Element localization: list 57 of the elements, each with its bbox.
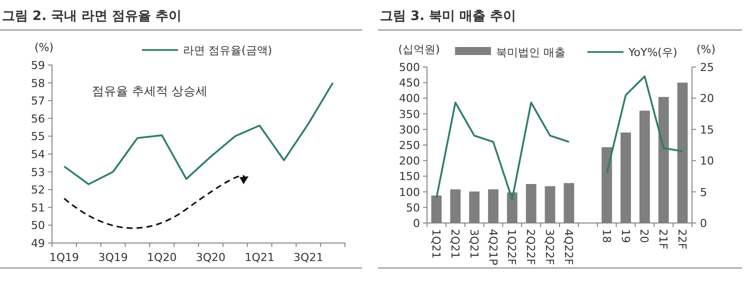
x-tick-label: 3Q21 (294, 251, 324, 264)
y-tick-label: 250 (399, 139, 420, 152)
y-tick-label: 56 (31, 112, 45, 126)
x-tick-label: 3Q22F (543, 229, 556, 265)
y2-tick-label: 10 (700, 154, 714, 168)
x-tick-label: 2Q22F (524, 229, 538, 265)
y-tick-label: 51 (31, 201, 45, 214)
y2-tick-label: 15 (700, 123, 714, 136)
y2-tick-label: 25 (700, 61, 714, 74)
chart-title: 그림 3. 북미 매출 추이 (380, 9, 516, 24)
y-tick-label: 57 (31, 94, 45, 108)
x-tick-label: 4Q22F (562, 229, 575, 265)
y2-tick-label: 20 (700, 92, 714, 106)
annotation: 점유율 추세적 상승세 (92, 84, 208, 98)
y-tick-label: 100 (399, 186, 420, 199)
legend-label: 북미법인 매출 (496, 46, 566, 59)
line-series (63, 82, 334, 186)
x-tick-label: 3Q20 (196, 251, 226, 264)
legend-label: 라면 점유율(금액) (183, 44, 272, 57)
x-tick-label: 4Q21P (486, 229, 500, 266)
x-tick-label: 2Q21 (448, 229, 462, 259)
chart-title: 그림 2. 국내 라면 점유율 추이 (2, 9, 182, 24)
y-tick-label: 58 (31, 76, 45, 90)
y2-axis-title: (%) (696, 43, 716, 56)
y-tick-label: 350 (399, 108, 420, 121)
y2-tick-label: 5 (700, 186, 707, 199)
x-tick-label: 1Q21 (429, 229, 442, 259)
x-tick-label: 1Q22F (505, 229, 518, 265)
y-tick-label: 52 (31, 184, 45, 197)
x-tick-label: 3Q19 (98, 251, 128, 264)
y-tick-label: 53 (31, 166, 45, 179)
y2-tick-label: 0 (700, 217, 707, 230)
y-tick-label: 54 (31, 148, 45, 161)
y-tick-label: 50 (31, 219, 45, 232)
y-tick-label: 0 (413, 217, 420, 230)
y-axis-title: (%) (34, 41, 54, 54)
y-tick-label: 49 (31, 237, 45, 250)
legend-label: YoY%(우) (628, 46, 678, 59)
x-tick-label: 3Q21 (467, 229, 480, 259)
y-tick-label: 400 (399, 92, 420, 106)
y-tick-label: 150 (399, 170, 420, 184)
y-axis-title: (십억원) (398, 43, 440, 56)
y-tick-label: 500 (399, 61, 420, 74)
x-tick-label: 22F (676, 229, 689, 250)
x-tick-label: 1Q21 (244, 251, 274, 264)
y-tick-label: 55 (31, 130, 45, 144)
y-tick-label: 200 (399, 154, 420, 168)
x-tick-label: 19 (618, 229, 632, 243)
y-tick-label: 300 (399, 123, 420, 136)
x-tick-label: 1Q19 (49, 251, 80, 264)
y-tick-label: 59 (31, 59, 45, 72)
y-tick-label: 450 (399, 76, 420, 90)
x-tick-label: 1Q20 (147, 251, 177, 264)
x-tick-label: 18 (600, 229, 613, 243)
x-tick-label: 20 (638, 229, 651, 243)
x-tick-label: 21F (656, 229, 670, 250)
y-tick-label: 50 (406, 201, 420, 214)
